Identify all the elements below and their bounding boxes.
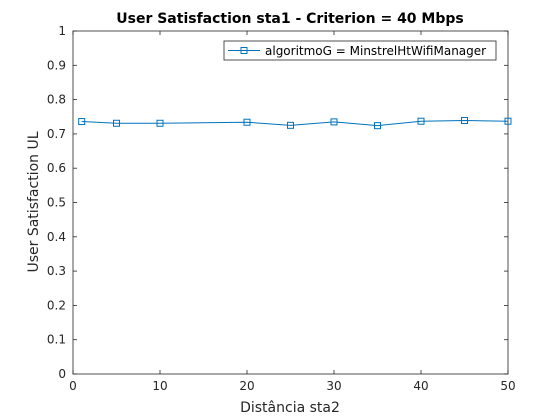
chart-title: User Satisfaction sta1 - Criterion = 40 … [116, 11, 463, 27]
legend-label: algoritmoG = MinstrelHtWifiManager [265, 44, 486, 58]
data-point [417, 117, 425, 125]
legend-marker [240, 47, 248, 54]
data-point [243, 118, 251, 126]
y-tick-label: 1 [58, 24, 66, 38]
data-point [330, 118, 338, 126]
y-tick-label: 0.7 [47, 127, 66, 141]
data-point [156, 119, 164, 127]
y-tick-label: 0.5 [47, 196, 66, 210]
y-tick-label: 0.1 [47, 333, 66, 347]
data-point [113, 119, 120, 127]
x-tick-label: 10 [152, 379, 167, 393]
plot-area [72, 30, 509, 375]
y-tick-label: 0.6 [47, 161, 66, 175]
x-tick-label: 50 [500, 379, 515, 393]
series-line [81, 120, 509, 127]
x-tick-label: 0 [69, 379, 77, 393]
data-point [287, 121, 294, 129]
y-tick-label: 0.3 [47, 264, 66, 278]
x-tick-label: 30 [326, 379, 341, 393]
x-tick-label: 20 [239, 379, 254, 393]
data-point [461, 117, 468, 125]
y-tick-label: 0.4 [47, 230, 66, 244]
legend: algoritmoG = MinstrelHtWifiManager [223, 40, 497, 61]
x-axis: 0 10 20 30 40 50 [69, 31, 516, 393]
data-point [374, 122, 381, 130]
data-point [78, 118, 86, 126]
x-axis-label: Distância sta2 [240, 400, 340, 416]
y-axis: 0 0.1 0.2 0.3 0.4 0.5 0.6 0.7 0.8 0.9 1 [47, 24, 508, 381]
series-layer [78, 117, 512, 130]
y-tick-label: 0.8 [47, 93, 66, 107]
legend-box [223, 40, 497, 61]
data-point [504, 117, 512, 125]
x-tick-label: 40 [413, 379, 428, 393]
y-axis-label: User Satisfaction UL [26, 131, 42, 272]
y-tick-label: 0.2 [47, 298, 66, 312]
y-tick-label: 0.9 [47, 58, 66, 72]
y-tick-label: 0 [58, 367, 66, 381]
